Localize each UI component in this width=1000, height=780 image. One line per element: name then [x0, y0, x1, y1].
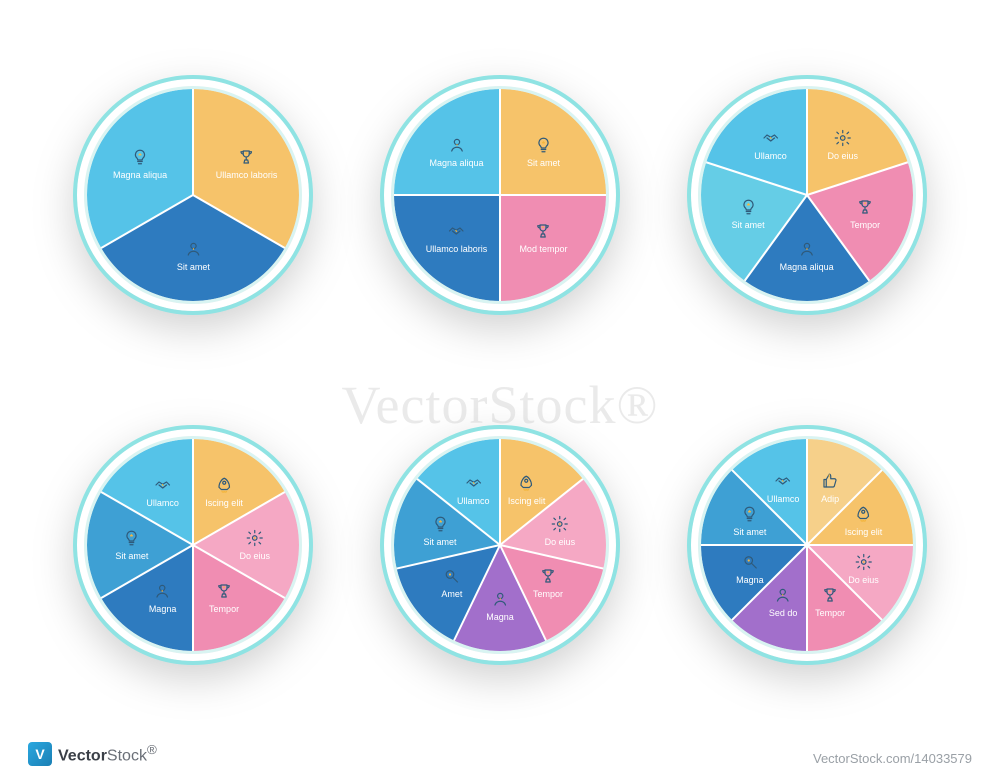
pie-7-wrap: Iscing elitDo eiusTemporMagnaAmetSit ame… — [377, 400, 624, 690]
pie-6: Iscing elitDo eiusTemporMagnaSit ametUll… — [73, 425, 313, 665]
pie-3: Ullamco laborisSit ametMagna aliqua — [73, 75, 313, 315]
pie-5-wrap: Do eiusTemporMagna aliquaSit ametUllamco — [683, 50, 930, 340]
footer-brand: V VectorStock® — [28, 742, 157, 766]
charts-grid: Ullamco laborisSit ametMagna aliqua Sit … — [0, 0, 1000, 780]
pie-6-wrap: Iscing elitDo eiusTemporMagnaSit ametUll… — [70, 400, 317, 690]
pie-4: Sit ametMod temporUllamco laborisMagna a… — [380, 75, 620, 315]
footer-attribution: VectorStock.com/14033579 — [813, 751, 972, 766]
pie-8: AdipIscing elitDo eiusTemporSed doMagnaS… — [687, 425, 927, 665]
pie-5: Do eiusTemporMagna aliquaSit ametUllamco — [687, 75, 927, 315]
pie-4-wrap: Sit ametMod temporUllamco laborisMagna a… — [377, 50, 624, 340]
pie-7: Iscing elitDo eiusTemporMagnaAmetSit ame… — [380, 425, 620, 665]
pie-3-wrap: Ullamco laborisSit ametMagna aliqua — [70, 50, 317, 340]
brand-name: VectorStock® — [58, 742, 157, 765]
footer: V VectorStock® VectorStock.com/14033579 — [0, 742, 1000, 766]
pie-8-wrap: AdipIscing elitDo eiusTemporSed doMagnaS… — [683, 400, 930, 690]
brand-logo-icon: V — [28, 742, 52, 766]
